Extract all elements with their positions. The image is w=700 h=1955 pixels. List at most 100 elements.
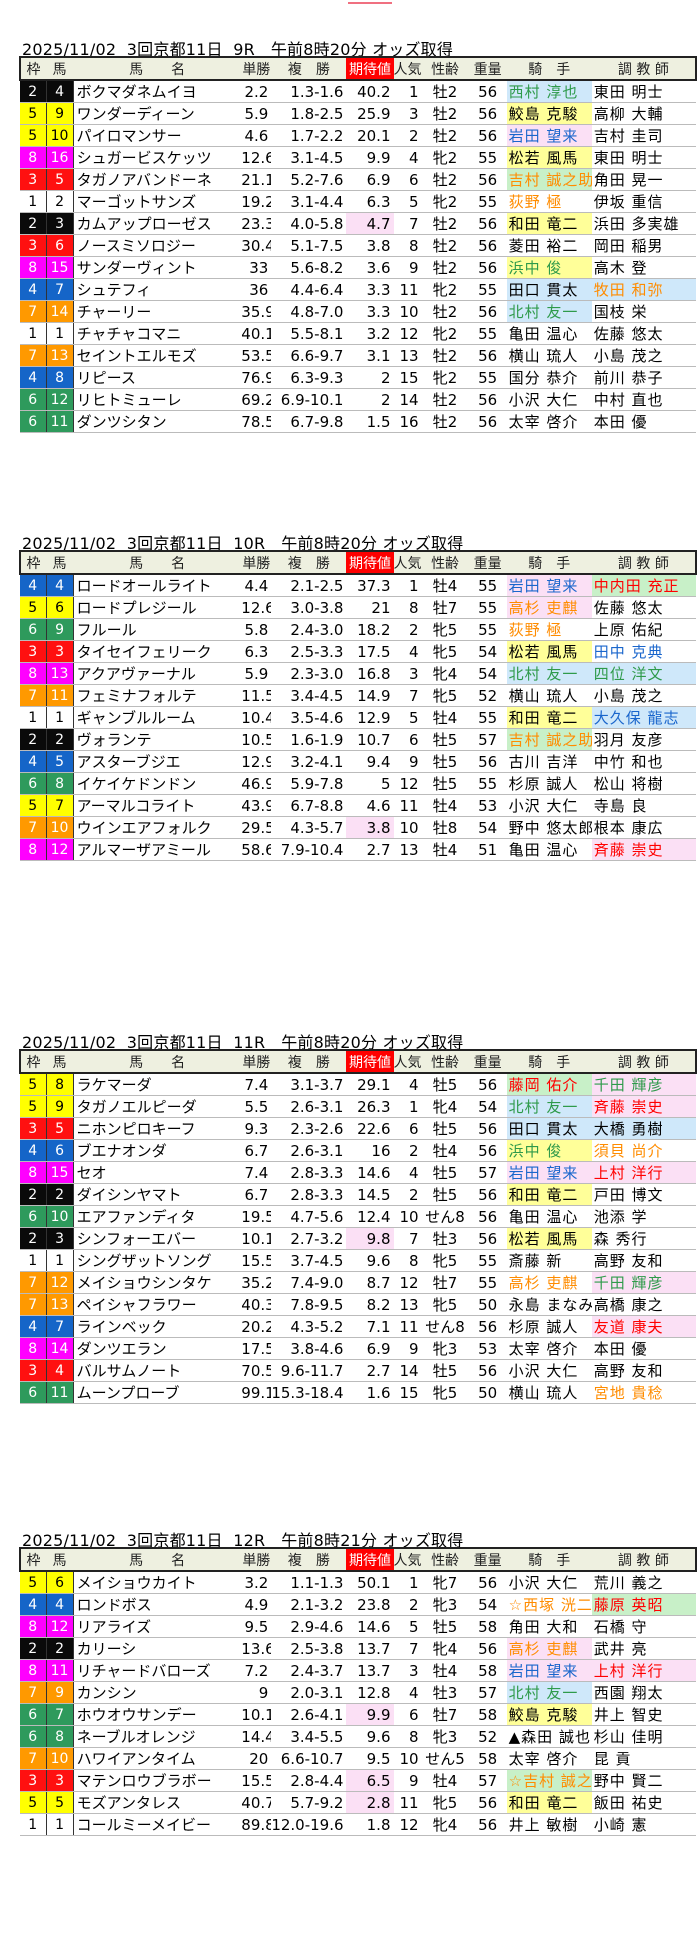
frame-number: 1 xyxy=(20,1249,47,1272)
sex-age: 牡5 xyxy=(421,772,469,795)
win-odds: 69.2 xyxy=(241,388,272,411)
header-number: 馬 xyxy=(46,1049,74,1074)
place-odds: 2.5-3.3 xyxy=(271,640,347,663)
expected-value: 14.6 xyxy=(346,1161,394,1184)
popularity: 1 xyxy=(393,80,422,103)
place-odds: 5.5-8.1 xyxy=(271,322,347,345)
win-odds: 5.5 xyxy=(241,1095,272,1118)
expected-value: 6.9 xyxy=(346,168,394,191)
place-odds: 1.7-2.2 xyxy=(271,124,347,147)
win-odds: 36 xyxy=(241,278,272,301)
horse-name: ボクマダネムイヨ xyxy=(73,80,242,103)
header-number: 馬 xyxy=(46,1547,74,1572)
weight: 56 xyxy=(468,124,507,147)
jockey: 浜中 俊 xyxy=(506,256,592,279)
win-odds: 78.5 xyxy=(241,410,272,433)
header-expected-value: 期待値 xyxy=(346,56,394,81)
horse-number: 6 xyxy=(46,234,74,257)
sex-age: 牝2 xyxy=(421,190,469,213)
header-expected-value: 期待値 xyxy=(346,1547,394,1572)
jockey: 角田 大和 xyxy=(506,1615,592,1638)
horse-name: ダンツシタン xyxy=(73,410,242,433)
win-odds: 70.5 xyxy=(241,1359,272,1382)
expected-value: 4.7 xyxy=(346,212,394,235)
horse-row: 3 3 タイセイフェリーク 6.3 2.5-3.3 17.5 4 牝5 54 松若 風馬 田中 克典 xyxy=(20,640,696,663)
place-odds: 2.5-3.8 xyxy=(271,1637,347,1660)
frame-number: 5 xyxy=(20,1095,47,1118)
jockey: 岩田 望来 xyxy=(506,574,592,597)
horse-number: 6 xyxy=(46,1139,74,1162)
popularity: 13 xyxy=(393,838,422,861)
odds-table: 枠馬馬 名単勝複 勝期待値 人気 性齢 重量騎 手調 教 師 4 4 ロードオールライト 4.… xyxy=(18,550,698,861)
popularity: 11 xyxy=(393,1315,422,1338)
frame-number: 5 xyxy=(20,124,47,147)
win-odds: 2.2 xyxy=(241,80,272,103)
jockey: 横山 琉人 xyxy=(506,684,592,707)
win-odds: 19.2 xyxy=(241,190,272,213)
sex-age: 牡5 xyxy=(421,1073,469,1096)
jockey: 小沢 大仁 xyxy=(506,388,592,411)
popularity: 16 xyxy=(393,410,422,433)
jockey: ☆吉村 誠之助 xyxy=(506,1769,592,1792)
horse-number: 8 xyxy=(46,1073,74,1096)
popularity: 15 xyxy=(393,1381,422,1404)
horse-number: 1 xyxy=(46,1813,74,1836)
header-win-odds: 単勝 xyxy=(241,56,272,81)
frame-number: 6 xyxy=(20,1703,47,1726)
horse-name: ニホンピロキーフ xyxy=(73,1117,242,1140)
header-horse-name: 馬 名 xyxy=(73,1049,242,1074)
place-odds: 3.2-4.1 xyxy=(271,750,347,773)
weight: 55 xyxy=(468,190,507,213)
trainer: 上村 洋行 xyxy=(591,1161,696,1184)
jockey: 小沢 大仁 xyxy=(506,1359,592,1382)
sex-age: 牡5 xyxy=(421,1161,469,1184)
popularity: 9 xyxy=(393,1769,422,1792)
frame-number: 7 xyxy=(20,684,47,707)
horse-number: 13 xyxy=(46,662,74,685)
popularity: 11 xyxy=(393,794,422,817)
header-win-odds: 単勝 xyxy=(241,550,272,575)
place-odds: 12.0-19.6 xyxy=(271,1813,347,1836)
jockey: 荻野 極 xyxy=(506,618,592,641)
popularity: 3 xyxy=(393,662,422,685)
weight: 55 xyxy=(468,366,507,389)
header-horse-name: 馬 名 xyxy=(73,550,242,575)
win-odds: 7.4 xyxy=(241,1161,272,1184)
weight: 55 xyxy=(468,772,507,795)
header-expected-value: 期待値 xyxy=(346,1049,394,1074)
popularity: 8 xyxy=(393,1249,422,1272)
frame-number: 5 xyxy=(20,794,47,817)
horse-number: 7 xyxy=(46,794,74,817)
header-sex-age: 性齢 xyxy=(421,1049,469,1074)
trainer: 伊坂 重信 xyxy=(591,190,696,213)
header-horse-name: 馬 名 xyxy=(73,56,242,81)
popularity: 12 xyxy=(393,322,422,345)
trainer: 吉村 圭司 xyxy=(591,124,696,147)
horse-name: マーゴットサンズ xyxy=(73,190,242,213)
popularity: 5 xyxy=(393,706,422,729)
expected-value: 4.6 xyxy=(346,794,394,817)
place-odds: 7.4-9.0 xyxy=(271,1271,347,1294)
horse-number: 3 xyxy=(46,1769,74,1792)
popularity: 1 xyxy=(393,1095,422,1118)
header-jockey: 騎 手 xyxy=(506,1547,592,1572)
jockey: 鮫島 克駿 xyxy=(506,102,592,125)
header-jockey: 騎 手 xyxy=(506,550,592,575)
popularity: 14 xyxy=(393,388,422,411)
header-frame: 枠 xyxy=(18,56,47,81)
win-odds: 33 xyxy=(241,256,272,279)
header-place-odds: 複 勝 xyxy=(271,56,347,81)
trainer: 前川 恭子 xyxy=(591,366,696,389)
sex-age: 牡4 xyxy=(421,706,469,729)
sex-age: 牡5 xyxy=(421,1183,469,1206)
header-row: 枠馬馬 名単勝複 勝期待値 人気 性齢 重量騎 手調 教 師 xyxy=(18,1049,698,1074)
popularity: 7 xyxy=(393,1227,422,1250)
expected-value: 9.5 xyxy=(346,1747,394,1770)
frame-number: 2 xyxy=(20,1637,47,1660)
weight: 55 xyxy=(468,322,507,345)
